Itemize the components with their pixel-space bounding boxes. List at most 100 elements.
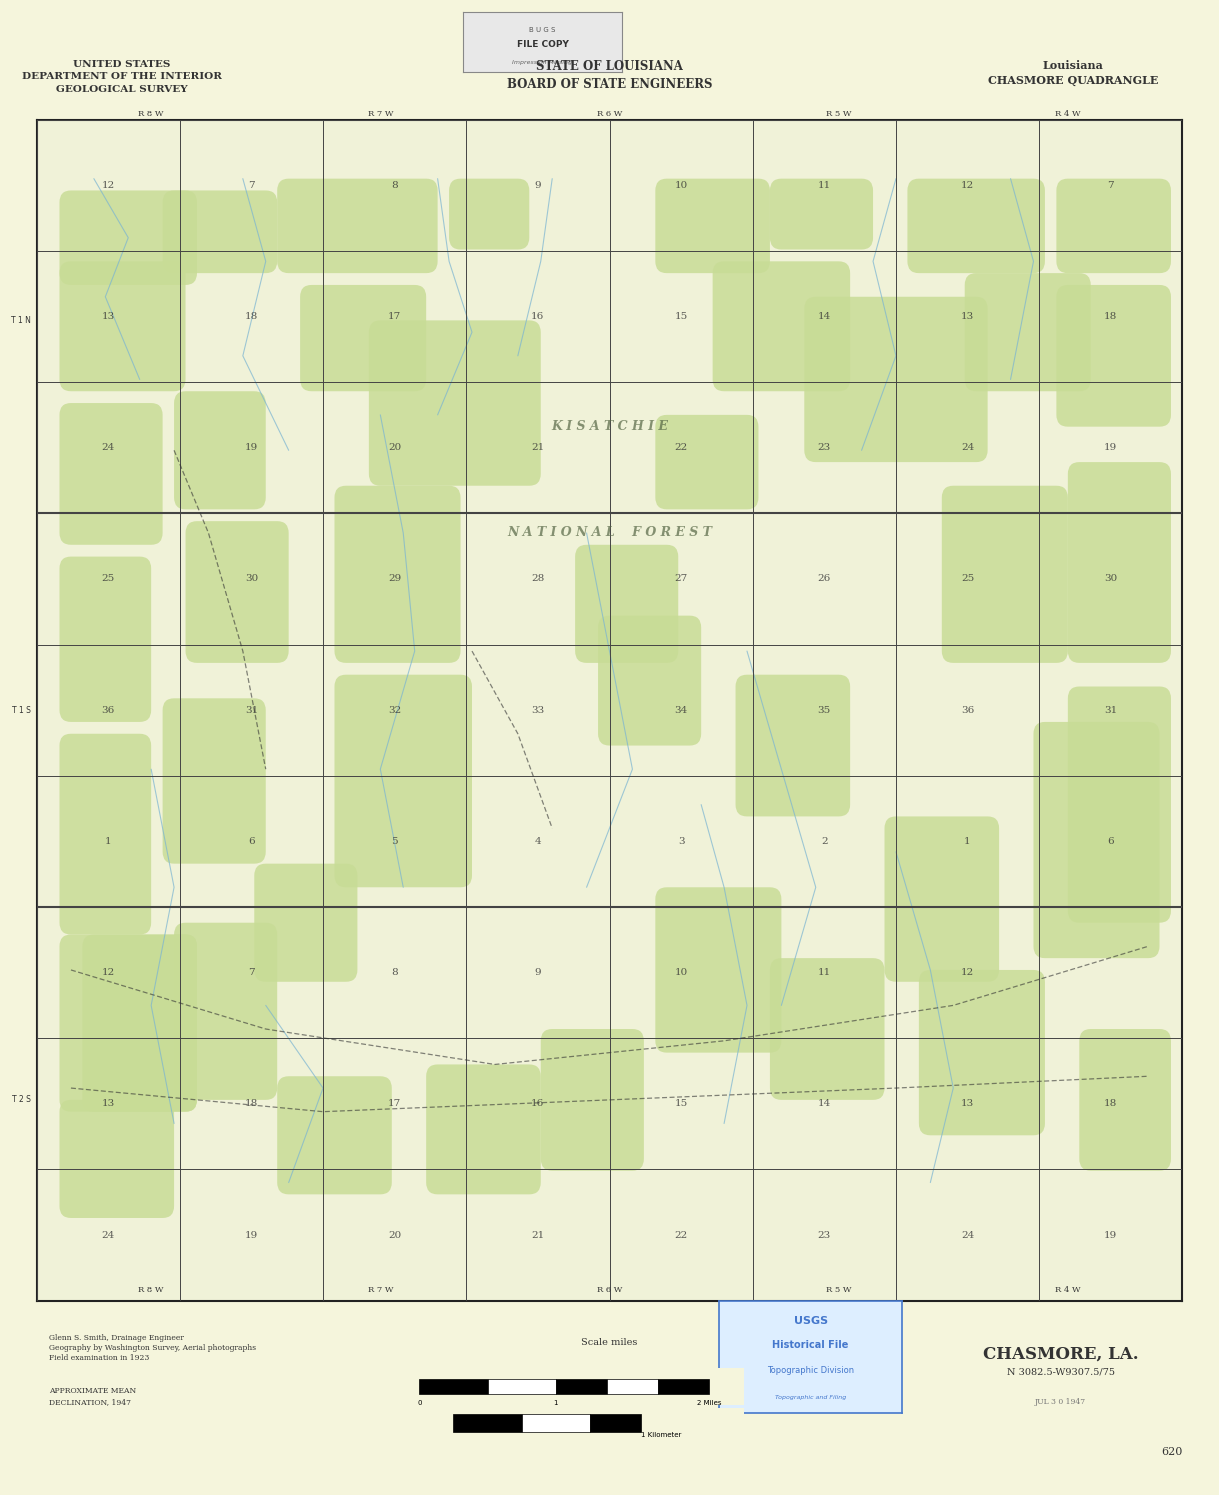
- FancyBboxPatch shape: [919, 970, 1045, 1135]
- FancyBboxPatch shape: [805, 296, 987, 462]
- Text: 10: 10: [674, 181, 688, 190]
- FancyBboxPatch shape: [60, 556, 151, 722]
- FancyBboxPatch shape: [334, 674, 472, 887]
- Text: 36: 36: [101, 706, 115, 715]
- Text: 14: 14: [818, 312, 831, 321]
- FancyBboxPatch shape: [770, 178, 873, 250]
- FancyBboxPatch shape: [255, 864, 357, 982]
- FancyBboxPatch shape: [83, 934, 197, 1112]
- Text: Scale miles: Scale miles: [581, 1338, 638, 1347]
- Text: 1: 1: [105, 837, 111, 846]
- Bar: [488, 1378, 556, 1393]
- Text: 19: 19: [245, 443, 258, 451]
- FancyBboxPatch shape: [60, 404, 162, 544]
- FancyBboxPatch shape: [369, 320, 541, 486]
- Text: JUL 3 0 1947: JUL 3 0 1947: [1035, 1398, 1086, 1405]
- Text: 19: 19: [1104, 443, 1118, 451]
- Text: 12: 12: [101, 969, 115, 978]
- Text: 620: 620: [1160, 1447, 1182, 1458]
- Text: 8: 8: [391, 969, 397, 978]
- Text: 21: 21: [531, 443, 545, 451]
- FancyBboxPatch shape: [277, 1076, 391, 1195]
- Text: 24: 24: [961, 443, 974, 451]
- Text: 13: 13: [101, 1099, 115, 1108]
- Text: R 8 W: R 8 W: [139, 109, 163, 118]
- Text: 18: 18: [245, 1099, 258, 1108]
- Text: 20: 20: [388, 1230, 401, 1239]
- Text: 19: 19: [245, 1230, 258, 1239]
- Text: 34: 34: [674, 706, 688, 715]
- Text: 31: 31: [1104, 706, 1118, 715]
- Text: 2 Miles: 2 Miles: [697, 1399, 722, 1405]
- Text: 20: 20: [388, 443, 401, 451]
- Text: Historical File: Historical File: [773, 1341, 848, 1350]
- Text: R 6 W: R 6 W: [597, 109, 622, 118]
- Text: 24: 24: [101, 1230, 115, 1239]
- Bar: [556, 1378, 607, 1393]
- Text: 19: 19: [1104, 1230, 1118, 1239]
- Text: 0: 0: [417, 1399, 422, 1405]
- Text: UNITED STATES
DEPARTMENT OF THE INTERIOR
GEOLOGICAL SURVEY: UNITED STATES DEPARTMENT OF THE INTERIOR…: [22, 60, 222, 94]
- Text: 1: 1: [964, 837, 970, 846]
- Text: 10: 10: [674, 969, 688, 978]
- Text: 24: 24: [961, 1230, 974, 1239]
- Text: K I S A T C H I E: K I S A T C H I E: [551, 420, 668, 434]
- Text: 12: 12: [961, 181, 974, 190]
- FancyBboxPatch shape: [1068, 686, 1171, 922]
- Text: R 4 W: R 4 W: [1054, 1286, 1081, 1295]
- Bar: [453, 1414, 522, 1432]
- FancyBboxPatch shape: [162, 698, 266, 864]
- Bar: [590, 1414, 641, 1432]
- Text: T 2 S: T 2 S: [12, 1096, 30, 1105]
- Text: T 1 N: T 1 N: [11, 315, 30, 324]
- FancyBboxPatch shape: [656, 887, 781, 1052]
- Text: 27: 27: [674, 574, 688, 583]
- Text: 16: 16: [531, 1099, 545, 1108]
- Text: 31: 31: [245, 706, 258, 715]
- Text: 21: 21: [531, 1230, 545, 1239]
- Text: 9: 9: [535, 969, 541, 978]
- FancyBboxPatch shape: [656, 414, 758, 510]
- Text: APPROXIMATE MEAN
DECLINATION, 1947: APPROXIMATE MEAN DECLINATION, 1947: [49, 1387, 137, 1405]
- Text: 28: 28: [531, 574, 545, 583]
- Text: 6: 6: [1108, 837, 1114, 846]
- Text: 23: 23: [818, 1230, 831, 1239]
- FancyBboxPatch shape: [885, 816, 1000, 982]
- Text: STATE OF LOUISIANA
BOARD OF STATE ENGINEERS: STATE OF LOUISIANA BOARD OF STATE ENGINE…: [507, 60, 712, 91]
- Bar: [658, 1378, 709, 1393]
- Text: 1: 1: [553, 1399, 558, 1405]
- FancyBboxPatch shape: [541, 1029, 644, 1171]
- Text: 2: 2: [822, 837, 828, 846]
- Text: 6: 6: [249, 837, 255, 846]
- Text: 12: 12: [961, 969, 974, 978]
- Text: 1 Kilometer: 1 Kilometer: [641, 1432, 681, 1438]
- Text: 36: 36: [961, 706, 974, 715]
- FancyBboxPatch shape: [174, 922, 277, 1100]
- Text: 7: 7: [249, 969, 255, 978]
- Text: R 7 W: R 7 W: [368, 109, 393, 118]
- Text: Topographic and Filing: Topographic and Filing: [775, 1395, 846, 1399]
- FancyBboxPatch shape: [185, 522, 289, 662]
- FancyBboxPatch shape: [770, 958, 885, 1100]
- Text: 13: 13: [961, 312, 974, 321]
- FancyBboxPatch shape: [575, 544, 678, 662]
- FancyBboxPatch shape: [1079, 1029, 1171, 1171]
- Text: 22: 22: [674, 1230, 688, 1239]
- Text: CHASMORE, LA.: CHASMORE, LA.: [983, 1346, 1139, 1362]
- Text: 8: 8: [391, 181, 397, 190]
- Text: 5: 5: [391, 837, 397, 846]
- FancyBboxPatch shape: [427, 1064, 541, 1195]
- Text: R 8 W: R 8 W: [139, 1286, 163, 1295]
- Text: 30: 30: [1104, 574, 1118, 583]
- FancyBboxPatch shape: [1068, 462, 1171, 662]
- FancyBboxPatch shape: [449, 178, 529, 250]
- Text: 11: 11: [818, 181, 831, 190]
- Text: B U G S: B U G S: [529, 27, 556, 33]
- Text: R 5 W: R 5 W: [826, 1286, 851, 1295]
- Text: N A T I O N A L    F O R E S T: N A T I O N A L F O R E S T: [507, 526, 712, 540]
- FancyBboxPatch shape: [1034, 722, 1159, 958]
- Text: 9: 9: [535, 181, 541, 190]
- FancyBboxPatch shape: [656, 178, 770, 274]
- FancyBboxPatch shape: [60, 190, 197, 286]
- Text: USGS: USGS: [794, 1316, 828, 1326]
